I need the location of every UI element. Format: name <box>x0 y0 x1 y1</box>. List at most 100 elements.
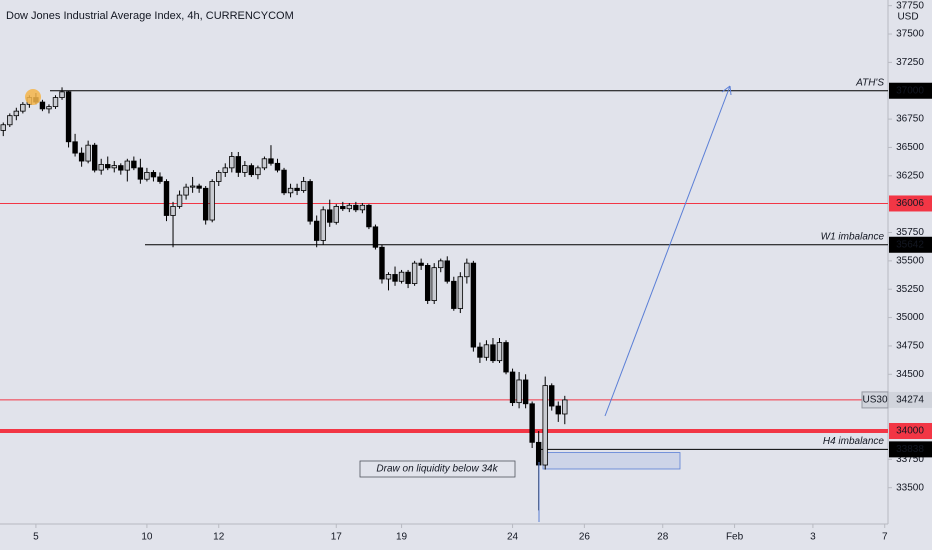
candle-body <box>392 274 398 282</box>
candle-body <box>131 160 137 169</box>
price-label: 36006 <box>896 198 924 209</box>
candle-body <box>431 267 437 301</box>
x-tick-label: 26 <box>579 532 591 543</box>
candle-body <box>490 344 496 362</box>
candle-body <box>562 399 568 415</box>
candle-body <box>424 265 431 301</box>
candle-body <box>451 280 457 309</box>
x-tick-label: 28 <box>657 532 669 543</box>
candle-body <box>313 220 320 241</box>
candle-body <box>555 405 561 415</box>
candle-body <box>516 379 522 404</box>
candle-body <box>91 144 98 171</box>
y-tick-label: 34500 <box>896 369 924 380</box>
candle-body <box>477 346 483 358</box>
candle-body <box>340 206 346 210</box>
candle-body <box>522 379 529 405</box>
symbol-box <box>861 391 889 409</box>
price-label-box <box>889 441 932 458</box>
candle-body <box>542 385 548 466</box>
price-axis <box>888 0 932 550</box>
y-tick-label: 35750 <box>896 227 924 238</box>
price-label-box <box>889 422 932 439</box>
candle-body <box>59 91 65 98</box>
candle-body <box>457 276 464 309</box>
marker-dot <box>25 89 41 105</box>
candle-body <box>202 187 209 221</box>
y-tick-label: 36250 <box>896 170 924 181</box>
y-tick-label: 37750 <box>896 0 924 11</box>
candle-body <box>268 158 274 164</box>
candle-body <box>183 186 189 196</box>
candle-body <box>85 144 91 162</box>
y-tick-label: 35500 <box>896 256 924 267</box>
y-tick-label: 34750 <box>896 341 924 352</box>
candle-body <box>46 106 52 110</box>
candle-body <box>483 344 490 358</box>
candle-body <box>78 152 85 162</box>
candle-body <box>124 160 131 171</box>
candle-body <box>470 262 477 348</box>
candle-body <box>118 165 124 171</box>
candle-body <box>535 441 542 466</box>
y-tick-label: 37250 <box>896 57 924 68</box>
candle-body <box>235 156 242 173</box>
candle-body <box>20 103 26 112</box>
candle-body <box>105 164 111 169</box>
candle-body <box>229 156 235 169</box>
candle-body <box>65 91 72 143</box>
candle-body <box>150 171 157 178</box>
candle-body <box>261 158 268 169</box>
candle-body <box>333 206 339 223</box>
candle-body <box>13 110 20 117</box>
candle-body <box>255 167 261 176</box>
candle-body <box>111 165 117 169</box>
candle-body <box>444 260 450 282</box>
y-tick-label: 35250 <box>896 284 924 295</box>
x-tick-label: Feb <box>726 532 744 543</box>
candle-body <box>353 204 359 211</box>
currency: USD <box>897 12 918 23</box>
candle-body <box>137 167 144 180</box>
price-label-box <box>889 82 932 99</box>
candle-body <box>7 115 13 126</box>
x-tick-label: 17 <box>331 532 343 543</box>
y-tick-label: 33500 <box>896 482 924 493</box>
x-tick-label: 24 <box>507 532 519 543</box>
candle-body <box>274 162 281 171</box>
price-label: 35642 <box>896 239 924 250</box>
candle-body <box>300 181 307 191</box>
candle-body <box>411 262 418 284</box>
level-name: W1 imbalance <box>821 231 885 242</box>
arrow-head <box>721 85 732 96</box>
price-label-box <box>889 391 932 408</box>
candle-body <box>72 141 78 154</box>
candle-body <box>496 342 503 362</box>
level-name: ATH'S <box>855 77 884 88</box>
price-label: 34274 <box>896 395 924 406</box>
candle-body <box>52 97 59 108</box>
candle-body <box>242 165 248 173</box>
candle-body <box>196 185 202 189</box>
annotation-box <box>359 460 516 478</box>
candle-body <box>385 274 392 280</box>
candle-body <box>398 271 405 282</box>
price-label-box <box>889 195 932 212</box>
y-tick-label: 36500 <box>896 142 924 153</box>
plot-background <box>0 0 888 524</box>
x-tick-label: 7 <box>882 532 888 543</box>
imbalance-zone <box>542 452 681 470</box>
price-label: 34000 <box>896 426 924 437</box>
candle-body <box>209 181 215 221</box>
x-tick-label: 10 <box>141 532 153 543</box>
price-label-box <box>889 236 932 253</box>
candle-body <box>359 204 366 211</box>
x-tick-label: 3 <box>810 532 816 543</box>
annotation: Draw on liquidity below 34k <box>376 464 498 475</box>
price-label: 37000 <box>896 85 924 96</box>
candle-body <box>366 204 372 228</box>
x-tick-label: 12 <box>213 532 225 543</box>
candle-body <box>294 187 300 191</box>
candle-body <box>287 187 294 194</box>
